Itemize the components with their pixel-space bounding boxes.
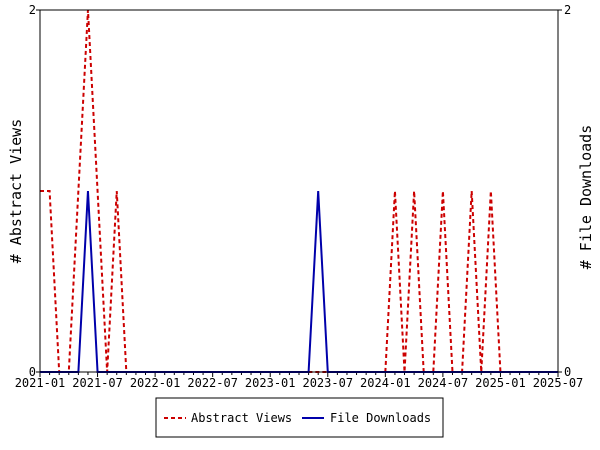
x-tick-label: 2025-01 [475,376,526,390]
legend-box [155,397,444,438]
legend-label-abstract-views: Abstract Views [191,411,292,425]
x-tick-label: 2022-07 [187,376,238,390]
x-tick-label: 2025-07 [533,376,584,390]
y-right-tick-label: 0 [564,365,571,379]
series-line-abstract-views [40,9,558,373]
x-tick-label: 2022-01 [130,376,181,390]
y-axis-title-right: # File Downloads [577,125,595,270]
legend: Abstract Views File Downloads [155,397,444,438]
y-right-tick-label: 2 [564,3,571,17]
legend-label-file-downloads: File Downloads [330,411,431,425]
y-left-tick-label: 0 [29,365,36,379]
x-tick-label: 2021-07 [72,376,123,390]
x-tick-label: 2023-01 [245,376,296,390]
x-tick-label: 2024-01 [360,376,411,390]
x-tick-label: 2024-07 [418,376,469,390]
axis-labels: 2021-01 2021-07 2022-01 2022-07 2023-01 2023-… [15,3,584,390]
y-axis-title-left: # Abstract Views [7,119,25,264]
x-tick-label: 2021-01 [15,376,66,390]
y-left-tick-label: 2 [29,3,36,17]
x-tick-label: 2023-07 [302,376,353,390]
plot-area [39,9,559,373]
series-lines [40,9,558,373]
